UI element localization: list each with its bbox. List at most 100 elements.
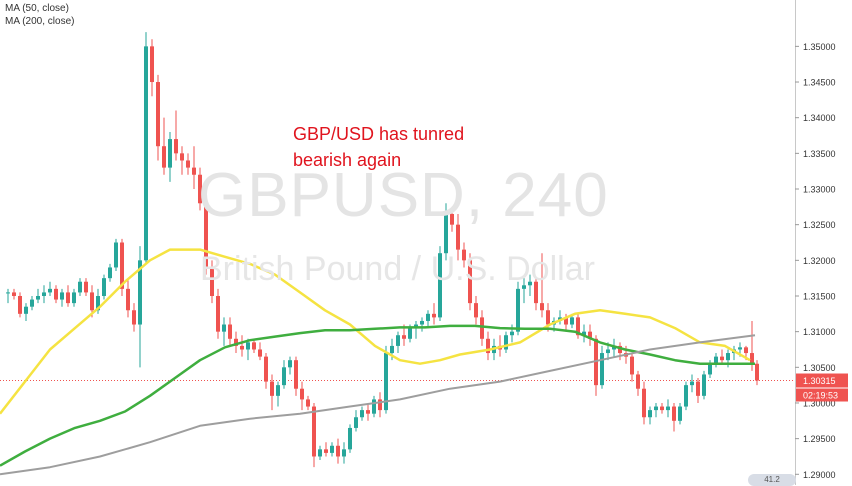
candle-body: [72, 292, 76, 304]
candle-body: [396, 335, 400, 346]
candle-body: [312, 406, 316, 457]
candle-body: [666, 406, 670, 411]
candle-body: [468, 260, 472, 304]
indicator-legend: MA (50, close) MA (200, close): [5, 2, 74, 28]
candle-body: [522, 285, 526, 289]
candle-body: [582, 331, 586, 336]
candle-body: [444, 213, 448, 254]
candle-body: [180, 153, 184, 161]
candle-body: [174, 139, 178, 154]
candle-body: [330, 445, 334, 453]
candle-body: [462, 249, 466, 261]
candle-body: [102, 278, 106, 296]
y-tick-label: 1.31500: [803, 291, 836, 301]
candle-body: [282, 367, 286, 386]
candle-body: [402, 335, 406, 339]
y-tick-label: 1.29500: [803, 434, 836, 444]
candle-body: [432, 313, 436, 318]
candle-body: [168, 139, 172, 168]
candle-body: [755, 363, 759, 381]
candle-body: [750, 353, 754, 364]
candle-body: [648, 410, 652, 418]
candle-body: [570, 317, 574, 325]
candle-body: [198, 174, 202, 204]
candle-body: [114, 242, 118, 268]
candle-body: [564, 317, 568, 325]
candle-body: [78, 281, 82, 293]
annotation-line-1: GBP/USD has tunred: [293, 124, 465, 144]
candle-body: [288, 360, 292, 368]
candle-body: [132, 310, 136, 325]
candle-body: [192, 167, 196, 175]
candle-body: [108, 267, 112, 279]
candle-body: [66, 292, 70, 304]
candle-body: [300, 388, 304, 400]
y-tick-label: 1.34000: [803, 113, 836, 123]
y-tick-label: 1.33000: [803, 185, 836, 195]
candle-body: [426, 313, 430, 321]
candle-body: [486, 338, 490, 354]
candle-body: [156, 82, 160, 147]
legend-ma50[interactable]: MA (50, close): [5, 3, 69, 14]
tradingview-badge: 41.2: [748, 474, 796, 486]
candle-body: [210, 267, 214, 296]
candle-body: [408, 328, 412, 339]
candle-body: [24, 306, 28, 314]
ma-layer: [0, 248, 756, 476]
candle-body: [654, 406, 658, 411]
candle-body: [60, 292, 64, 300]
candle-body: [708, 363, 712, 375]
candle-body: [30, 299, 34, 307]
candle-body: [612, 345, 616, 350]
candle-body: [606, 349, 610, 354]
candle-body: [222, 324, 226, 332]
candle-body: [588, 331, 592, 339]
candle-body: [12, 292, 16, 296]
candle-body: [336, 445, 340, 457]
candle-body: [48, 288, 52, 293]
y-tick-label: 1.32500: [803, 220, 836, 230]
candle-body: [54, 288, 58, 300]
candle-body: [456, 224, 460, 250]
candle-body: [720, 356, 724, 361]
candle-body: [714, 356, 718, 364]
y-tick-label: 1.34500: [803, 78, 836, 88]
y-tick-label: 1.30500: [803, 363, 836, 373]
ma-series-line: [0, 248, 751, 415]
candle-body: [234, 338, 238, 346]
candle-body: [342, 449, 346, 457]
candle-body: [240, 345, 244, 350]
candle-body: [348, 427, 352, 450]
candle-body: [126, 288, 130, 311]
candle-body: [120, 242, 124, 289]
candle-body: [366, 410, 370, 414]
candle-body: [246, 342, 250, 350]
candle-body: [420, 320, 424, 325]
legend-ma200[interactable]: MA (200, close): [5, 16, 75, 27]
candle-body: [354, 417, 358, 428]
candle-body: [528, 281, 532, 286]
candle-body: [642, 388, 646, 418]
candle-body: [678, 406, 682, 421]
candle-body: [540, 303, 544, 311]
ma-series-line: [0, 324, 755, 467]
candle-body: [264, 356, 268, 382]
candle-body: [450, 213, 454, 225]
candle-body: [36, 295, 40, 300]
candle-body: [660, 406, 664, 411]
price-axis[interactable]: 1.35000 1.34500 1.34000 1.33500 1.33000 1.325…: [795, 0, 848, 485]
candle-body: [618, 345, 622, 354]
watermark-symbol: GBPUSD, 240: [198, 161, 609, 230]
y-tick-label: 1.35000: [803, 42, 836, 52]
ma-series-line: [0, 334, 756, 476]
candle-body: [204, 203, 208, 268]
candle-body: [150, 46, 154, 83]
candle-body: [162, 146, 166, 168]
candle-body: [516, 288, 520, 332]
y-tick-label: 1.30000: [803, 398, 836, 408]
y-tick-label: 1.31000: [803, 327, 836, 337]
y-tick-label: 1.29000: [803, 470, 836, 480]
candle-body: [534, 281, 538, 304]
candle-body: [504, 335, 508, 350]
